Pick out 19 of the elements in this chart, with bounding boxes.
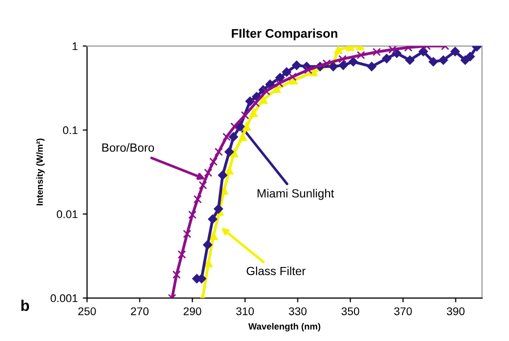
text: b xyxy=(21,300,30,311)
x-axis-title: Wavelength (nm) xyxy=(248,322,320,332)
x-tick-label: 330 xyxy=(288,307,307,316)
x-tick-label: 370 xyxy=(394,307,412,316)
y-axis-title: Intensity (W/m²) xyxy=(36,138,45,206)
y-tick-label: 0.01 xyxy=(56,210,78,218)
x-tick-label: 390 xyxy=(446,307,465,316)
x-tick-label: 290 xyxy=(184,307,202,316)
y-tick-label: 0.1 xyxy=(63,126,78,134)
x-tick-label: 350 xyxy=(342,307,360,316)
y-tick-label: 1 xyxy=(72,42,78,50)
annotation: Glass Filter xyxy=(246,266,306,276)
x-tick-label: 250 xyxy=(78,307,96,316)
annotation: Boro/Boro xyxy=(102,143,154,152)
chart-title: FIlter Comparison xyxy=(232,28,338,40)
x-tick-label: 270 xyxy=(130,307,149,316)
x-tick-label: 310 xyxy=(236,307,254,316)
y-tick-label: 0.001 xyxy=(50,294,78,302)
annotation: Miami Sunlight xyxy=(258,188,334,200)
